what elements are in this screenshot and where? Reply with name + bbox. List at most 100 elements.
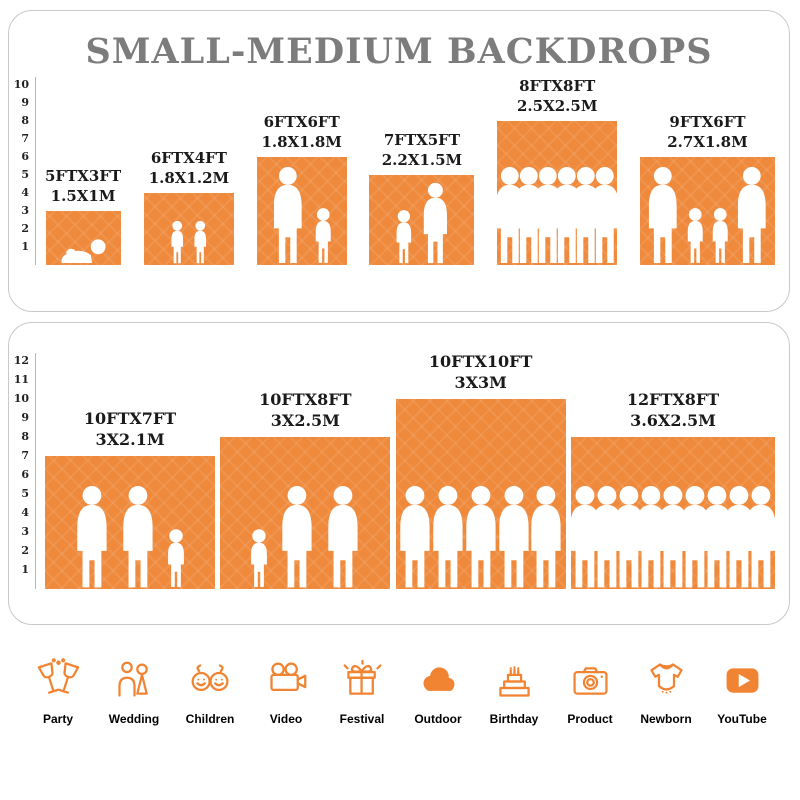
ruler-number-8: 8 [21, 430, 29, 443]
festival-icon [340, 658, 385, 703]
backdrop-size-label: 6FTX6FT 1.8X1.8M [261, 113, 341, 152]
size-m-label: 3X2.1M [95, 430, 165, 450]
panel-small-medium-backdrops: SMALL-MEDIUM BACKDROPS 1 2 3 4 5 6 7 8 9 10 5FTX3… [8, 10, 790, 312]
people-silhouettes [220, 485, 390, 590]
size-ft-label: 8FTX8FT [519, 77, 596, 95]
backdrop-bar [369, 175, 475, 265]
size-ft-label: 6FTX4FT [150, 149, 227, 167]
backdrop-bar [143, 193, 234, 265]
category-row: Party Wedding Children Video Festival Outdoor… [22, 658, 778, 726]
backdrop-10ftx8ft: 10FTX8FT 3X2.5M [220, 390, 391, 590]
size-ft-label: 7FTX5FT [383, 131, 460, 149]
ruler-number-7: 7 [21, 132, 29, 145]
child-silhouette-icon [190, 220, 211, 265]
people-silhouettes [46, 238, 121, 265]
category-children: Children [174, 658, 246, 726]
backdrop-size-label: 10FTX7FT 3X2.1M [84, 409, 176, 451]
ruler-number-2: 2 [21, 222, 29, 235]
child-silhouette-icon [310, 207, 337, 265]
size-ft-label: 5FTX3FT [45, 167, 122, 185]
ruler-number-1: 1 [21, 240, 29, 253]
backdrop-bars-bottom: 10FTX7FT 3X2.1M 10FTX8FT 3X2.5M 10FTX10FT 3X3… [45, 352, 775, 589]
panel-large-backdrops: 1 2 3 4 5 6 7 8 9 10 11 12 10FTX7FT 3X2.1M 10FTX8FT 3X… [8, 322, 790, 625]
people-silhouettes [571, 485, 775, 590]
category-label: Children [185, 712, 235, 726]
ruler-number-12: 12 [13, 354, 29, 367]
size-ft-label: 9FTX6FT [669, 113, 746, 131]
category-label: Festival [339, 712, 385, 726]
size-m-label: 2.7X1.8M [667, 132, 748, 151]
category-product: Product [554, 658, 626, 726]
size-ft-label: 10FTX8FT [259, 390, 352, 410]
category-video: Video [250, 658, 322, 726]
youtube-icon [720, 658, 765, 703]
category-label: Outdoor [414, 712, 462, 726]
ruler-number-11: 11 [13, 373, 29, 386]
size-ft-label: 10FTX7FT [83, 409, 177, 429]
ruler-line [35, 353, 36, 589]
backdrop-bar [256, 157, 347, 265]
backdrop-size-label: 6FTX4FT 1.8X1.2M [149, 149, 229, 188]
category-label: Party [42, 712, 74, 726]
party-icon [36, 658, 81, 703]
backdrop-size-label: 10FTX10FT 3X3M [429, 352, 532, 394]
backdrop-8ftx8ft: 8FTX8FT 2.5X2.5M [497, 77, 618, 265]
ruler-number-5: 5 [21, 168, 29, 181]
backdrop-10ftx7ft: 10FTX7FT 3X2.1M [45, 409, 215, 589]
ruler-number-3: 3 [21, 204, 29, 217]
ruler-number-4: 4 [21, 186, 29, 199]
adult-silhouette-icon [731, 166, 773, 265]
ruler-top: 1 2 3 4 5 6 7 8 9 10 [9, 11, 39, 311]
product-icon [568, 658, 613, 703]
ruler-number-8: 8 [21, 114, 29, 127]
ruler-number-9: 9 [21, 96, 29, 109]
size-m-label: 3X2.5M [270, 411, 340, 431]
backdrop-12ftx8ft: 12FTX8FT 3.6X2.5M [570, 390, 775, 590]
category-party: Party [22, 658, 94, 726]
ruler-number-7: 7 [21, 449, 29, 462]
child-silhouette-icon [682, 207, 709, 265]
size-m-label: 1.8X1.8M [261, 132, 342, 151]
people-silhouettes [497, 166, 617, 265]
size-ft-label: 6FTX6FT [263, 113, 340, 131]
people-silhouettes [396, 485, 566, 590]
backdrop-size-label: 9FTX6FT 2.7X1.8M [667, 113, 747, 152]
category-newborn: Newborn [630, 658, 702, 726]
birthday-icon [492, 658, 537, 703]
backdrop-7ftx5ft: 7FTX5FT 2.2X1.5M [369, 131, 475, 265]
page-title: SMALL-MEDIUM BACKDROPS [85, 31, 713, 72]
ruler-number-10: 10 [13, 78, 29, 91]
category-label: YouTube [717, 712, 767, 726]
category-birthday: Birthday [478, 658, 550, 726]
wedding-icon [112, 658, 157, 703]
backdrop-bar [570, 437, 775, 590]
category-wedding: Wedding [98, 658, 170, 726]
backdrop-6ftx6ft: 6FTX6FT 1.8X1.8M [256, 113, 347, 265]
adult-silhouette-icon [321, 485, 365, 590]
adult-silhouette-icon [418, 182, 453, 265]
people-silhouettes [369, 182, 474, 265]
newborn-icon [644, 658, 689, 703]
ruler-number-2: 2 [21, 544, 29, 557]
size-m-label: 1.5X1M [50, 186, 116, 205]
adult-silhouette-icon [584, 166, 617, 265]
backdrop-bar [639, 157, 775, 265]
backdrop-bars-top: 5FTX3FT 1.5X1M 6FTX4FT 1.8X1.2M 6FTX6FT 1.8X1… [45, 77, 775, 265]
size-m-label: 3.6X2.5M [630, 411, 716, 431]
backdrop-10ftx10ft: 10FTX10FT 3X3M [395, 352, 566, 590]
backdrop-size-label: 10FTX8FT 3X2.5M [259, 390, 351, 432]
backdrop-size-label: 12FTX8FT 3.6X2.5M [627, 390, 719, 432]
category-label: Video [269, 712, 303, 726]
ruler-number-1: 1 [21, 563, 29, 576]
size-m-label: 2.2X1.5M [381, 150, 463, 169]
adult-silhouette-icon [275, 485, 319, 590]
category-label: Product [567, 712, 613, 726]
backdrop-bar [497, 121, 618, 265]
backdrop-6ftx4ft: 6FTX4FT 1.8X1.2M [143, 149, 234, 265]
child-silhouette-icon [707, 207, 734, 265]
ruler-number-6: 6 [21, 150, 29, 163]
adult-silhouette-icon [116, 485, 160, 590]
people-silhouettes [144, 220, 234, 265]
people-silhouettes [45, 485, 215, 590]
size-ft-label: 10FTX10FT [428, 352, 533, 372]
